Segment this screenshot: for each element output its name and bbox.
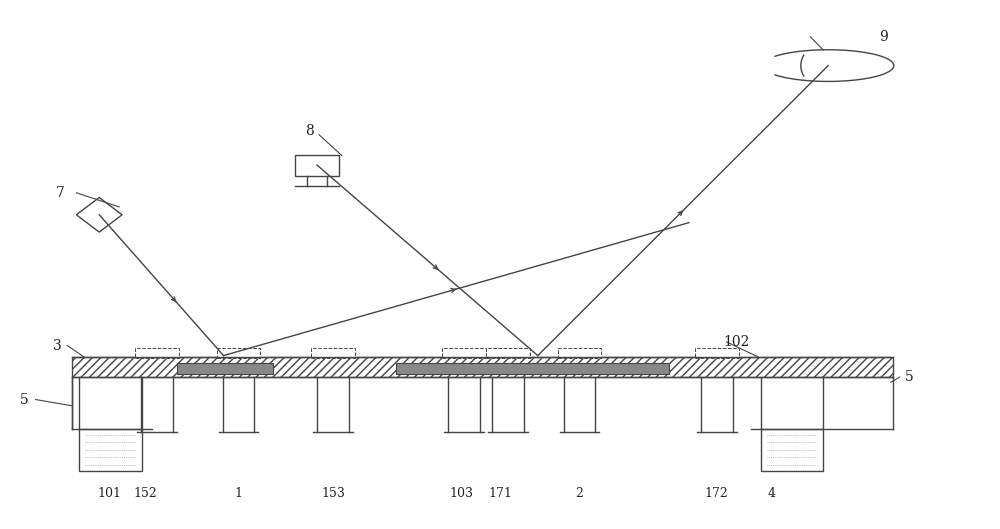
Text: 152: 152 (133, 487, 157, 500)
Text: 153: 153 (321, 487, 345, 500)
Text: 7: 7 (56, 186, 65, 200)
Bar (396, 363, 669, 374)
Text: 5: 5 (905, 370, 914, 384)
Polygon shape (76, 197, 122, 232)
Bar (442, 348, 486, 358)
Bar (177, 363, 273, 374)
Bar (295, 154, 339, 176)
Bar (72, 357, 893, 377)
Text: 2: 2 (576, 487, 583, 500)
Text: 172: 172 (705, 487, 729, 500)
Text: 171: 171 (488, 487, 512, 500)
Bar (695, 348, 739, 358)
Bar (486, 348, 530, 358)
Text: 5: 5 (20, 393, 29, 407)
Bar (79, 430, 142, 471)
Bar (761, 430, 823, 471)
Text: 102: 102 (723, 335, 750, 349)
Bar (558, 348, 601, 358)
Text: 1: 1 (234, 487, 242, 500)
Text: 103: 103 (449, 487, 473, 500)
Text: 3: 3 (53, 339, 62, 353)
Text: 101: 101 (97, 487, 121, 500)
Text: 4: 4 (767, 487, 775, 500)
Text: 9: 9 (879, 30, 888, 44)
Bar (217, 348, 260, 358)
Text: 8: 8 (305, 124, 313, 138)
Bar (135, 348, 179, 358)
Bar (311, 348, 355, 358)
